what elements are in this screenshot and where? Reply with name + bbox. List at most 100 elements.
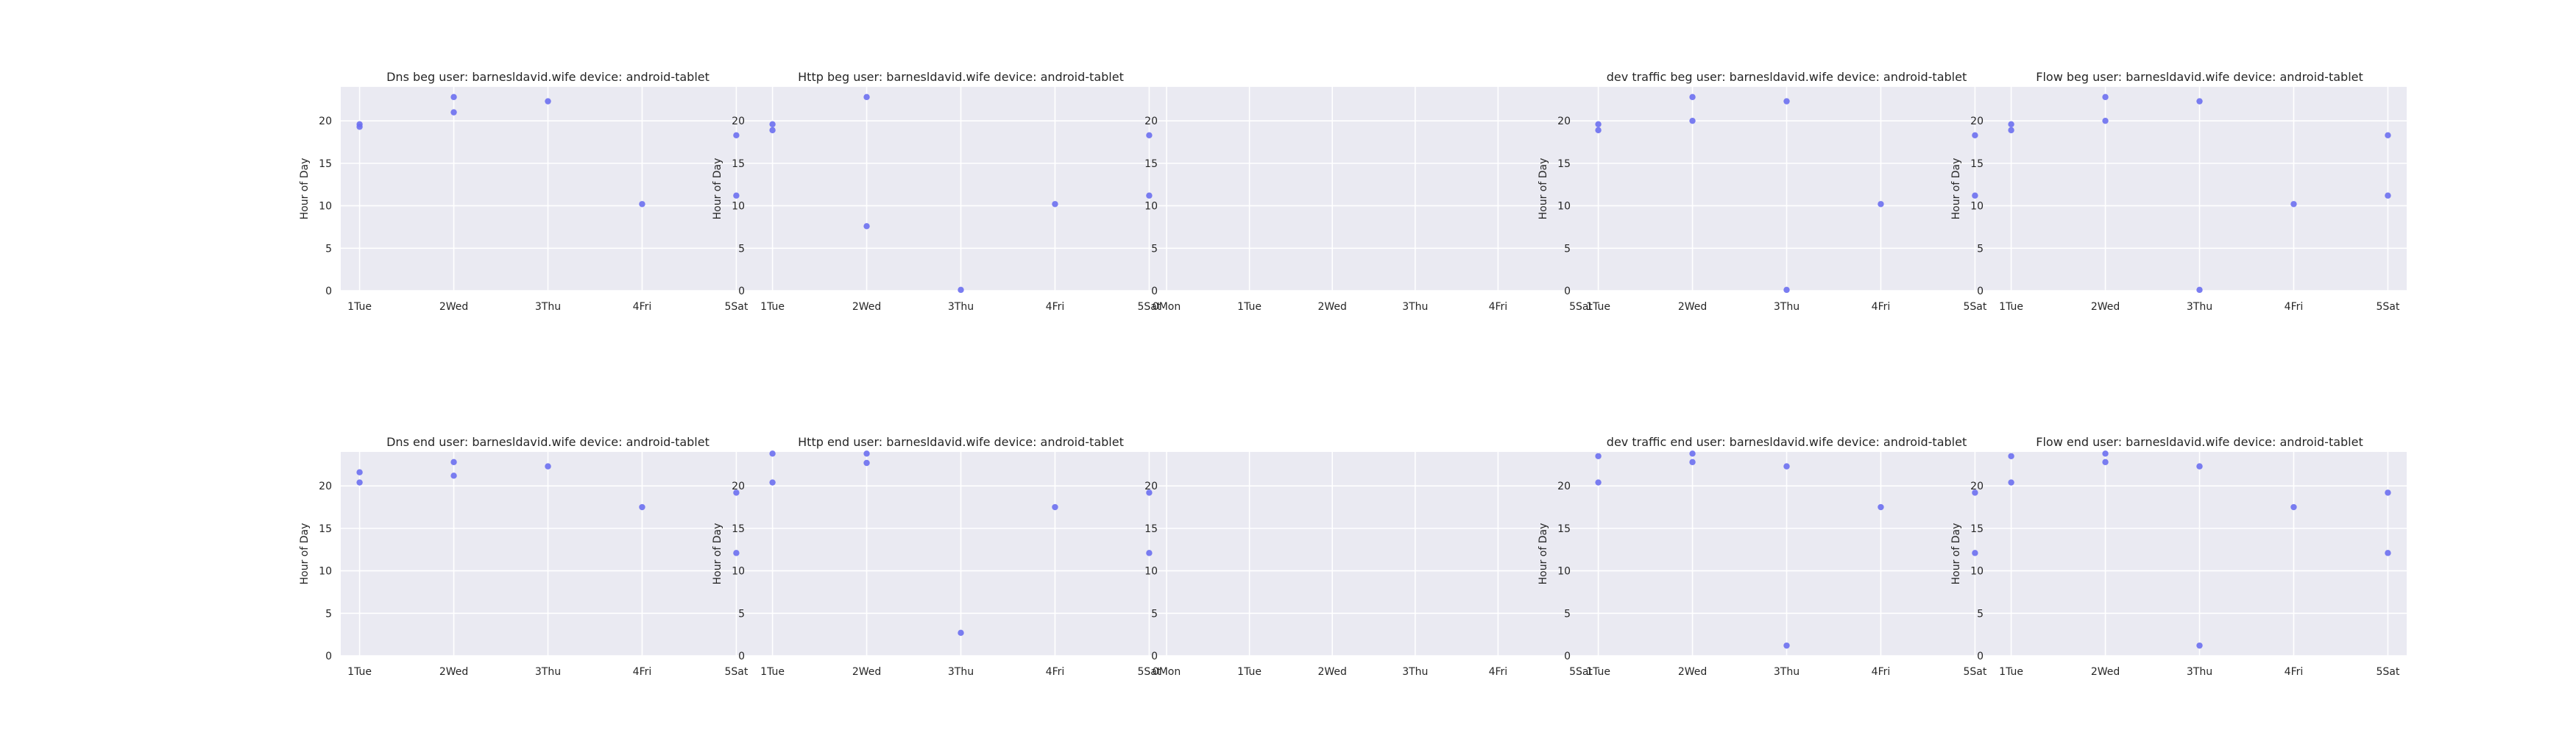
data-point — [1972, 192, 1978, 199]
y-axis-label: Hour of Day — [712, 158, 723, 220]
y-tick-label: 5 — [1151, 608, 1158, 620]
data-point — [1595, 479, 1602, 486]
plot-area-7 — [1167, 452, 1581, 656]
x-tick-label: 1Tue — [347, 666, 372, 678]
y-axis-label: Hour of Day — [299, 523, 311, 585]
chart-title: dev traffic end user: barnesldavid.wife … — [1607, 435, 1967, 449]
x-tick-label: 4Fri — [1046, 666, 1065, 678]
data-point — [356, 479, 363, 486]
data-point — [1146, 489, 1153, 496]
data-point — [1146, 192, 1153, 199]
y-tick-label: 5 — [738, 608, 745, 620]
y-tick-label: 0 — [1564, 286, 1571, 297]
data-point — [1783, 463, 1790, 470]
y-axis-label: Hour of Day — [299, 158, 311, 220]
data-point — [2008, 127, 2014, 134]
y-tick-label: 0 — [1977, 286, 1984, 297]
x-tick-label: 4Fri — [2285, 666, 2304, 678]
x-tick-label: 1Tue — [347, 301, 372, 313]
y-axis-label: Hour of Day — [712, 523, 723, 585]
data-point — [1146, 550, 1153, 556]
x-tick-label: 4Fri — [1872, 301, 1891, 313]
y-tick-label: 10 — [319, 566, 332, 578]
x-tick-label: 3Thu — [948, 301, 974, 313]
data-point — [1878, 503, 1884, 511]
y-tick-label: 10 — [732, 566, 745, 578]
x-tick-label: 1Tue — [1999, 301, 2023, 313]
y-tick-label: 5 — [1564, 243, 1571, 255]
y-tick-label: 15 — [1144, 158, 1158, 170]
chart-title: Dns end user: barnesldavid.wife device: … — [386, 435, 710, 449]
y-axis-label: Hour of Day — [1538, 523, 1549, 585]
y-tick-label: 15 — [319, 523, 332, 535]
data-point — [1972, 489, 1978, 496]
data-point — [2196, 463, 2203, 470]
data-point — [1052, 201, 1058, 208]
x-tick-label: 5Sat — [2376, 666, 2399, 678]
data-point — [863, 223, 870, 230]
x-tick-label: 1Tue — [1237, 666, 1262, 678]
x-tick-label: 2Wed — [2091, 301, 2120, 313]
data-point — [863, 450, 870, 457]
data-point — [1595, 127, 1602, 134]
data-point — [1783, 98, 1790, 105]
x-tick-label: 3Thu — [1774, 666, 1800, 678]
y-tick-label: 5 — [1977, 608, 1984, 620]
chart-title: dev traffic beg user: barnesldavid.wife … — [1607, 70, 1967, 84]
y-tick-label: 15 — [732, 523, 745, 535]
x-tick-label: 1Tue — [760, 301, 785, 313]
data-point — [1052, 503, 1058, 511]
chart-title: Flow beg user: barnesldavid.wife device:… — [2036, 70, 2363, 84]
x-tick-label: 3Thu — [535, 666, 561, 678]
x-tick-label: 3Thu — [1402, 301, 1428, 313]
y-axis-label: Hour of Day — [1538, 158, 1549, 220]
x-tick-label: 1Tue — [760, 666, 785, 678]
data-point — [2385, 132, 2391, 138]
y-tick-label: 0 — [1151, 286, 1158, 297]
data-point — [769, 121, 776, 127]
data-point — [958, 629, 964, 637]
x-tick-label: 5Sat — [1963, 666, 1986, 678]
x-tick-label: 5Sat — [1963, 301, 1986, 313]
y-tick-label: 5 — [1977, 243, 1984, 255]
data-point — [450, 109, 457, 116]
y-tick-label: 5 — [1151, 243, 1158, 255]
x-tick-label: 3Thu — [535, 301, 561, 313]
x-tick-label: 4Fri — [633, 301, 652, 313]
data-point — [356, 124, 363, 130]
y-tick-label: 10 — [1144, 201, 1158, 213]
x-tick-label: 5Sat — [724, 301, 748, 313]
x-tick-label: 2Wed — [1678, 301, 1707, 313]
data-point — [769, 450, 776, 457]
data-point — [1689, 117, 1696, 124]
data-point — [545, 98, 551, 105]
x-tick-label: 1Tue — [1999, 666, 2023, 678]
plot-area-2 — [1167, 87, 1581, 291]
data-point — [450, 459, 457, 466]
data-point — [1146, 132, 1153, 138]
data-point — [2290, 201, 2297, 208]
data-point — [2102, 450, 2109, 457]
y-tick-label: 15 — [1557, 523, 1571, 535]
y-tick-label: 0 — [738, 651, 745, 662]
x-tick-label: 2Wed — [1678, 666, 1707, 678]
chart-title: Flow end user: barnesldavid.wife device:… — [2036, 435, 2363, 449]
data-point — [1689, 459, 1696, 466]
data-point — [545, 463, 551, 470]
y-tick-label: 20 — [319, 116, 332, 127]
y-tick-label: 10 — [1557, 201, 1571, 213]
data-point — [1689, 93, 1696, 101]
data-point — [2196, 286, 2203, 294]
y-tick-label: 20 — [1144, 116, 1158, 127]
x-tick-label: 1Tue — [1586, 666, 1610, 678]
x-tick-label: 0Mon — [1153, 301, 1181, 313]
y-tick-label: 10 — [319, 201, 332, 213]
y-tick-label: 0 — [325, 286, 332, 297]
x-tick-label: 5Sat — [1569, 666, 1593, 678]
x-tick-label: 4Fri — [1872, 666, 1891, 678]
x-tick-label: 4Fri — [1489, 301, 1508, 313]
y-tick-label: 15 — [1557, 158, 1571, 170]
data-point — [1783, 286, 1790, 294]
data-point — [450, 473, 457, 479]
